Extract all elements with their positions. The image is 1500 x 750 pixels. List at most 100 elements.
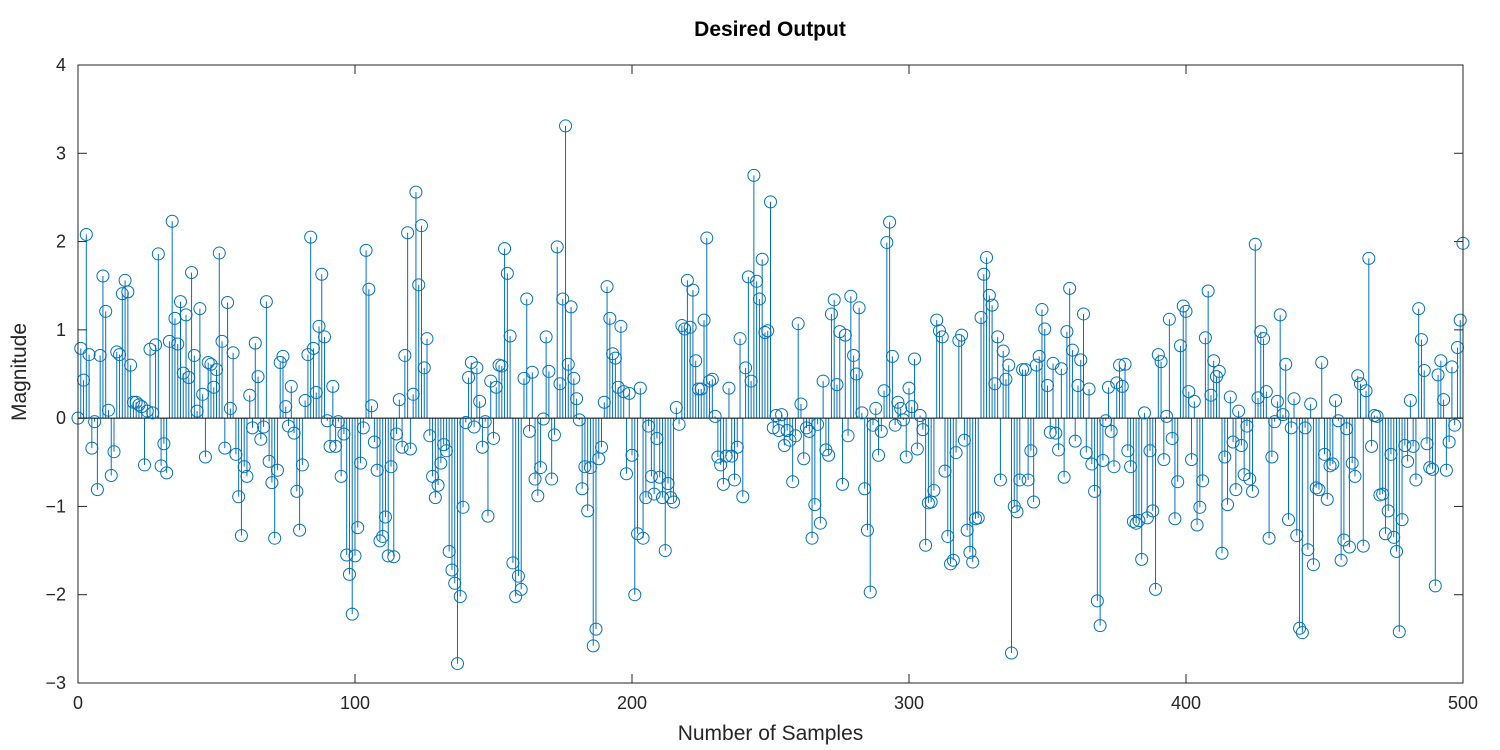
- stem-marker: [883, 215, 897, 229]
- stem-marker: [121, 285, 135, 299]
- y-tick-label: 0: [56, 408, 66, 428]
- stem-marker: [672, 417, 686, 431]
- stem-marker: [273, 356, 287, 370]
- stem-marker: [739, 361, 753, 375]
- stem-marker: [525, 365, 539, 379]
- stem-marker: [359, 243, 373, 257]
- stem-marker: [697, 313, 711, 327]
- stem-marker: [356, 421, 370, 435]
- stem-marker: [248, 336, 262, 350]
- stem-marker: [614, 319, 628, 333]
- y-tick-label: 2: [56, 232, 66, 252]
- stem-marker: [1221, 498, 1235, 512]
- stem-marker: [1306, 558, 1320, 572]
- stem-marker: [932, 324, 946, 338]
- stem-marker: [946, 553, 960, 567]
- stem-marker: [99, 304, 113, 318]
- stem-marker: [689, 354, 703, 368]
- stem-marker: [1088, 484, 1102, 498]
- stem-marker: [653, 470, 667, 484]
- stem-marker: [173, 295, 187, 309]
- stem-marker: [115, 287, 129, 301]
- stem-marker: [999, 372, 1013, 386]
- stem-marker: [113, 348, 127, 362]
- stem-marker: [229, 447, 243, 461]
- stem-marker: [96, 269, 110, 283]
- stem-marker: [104, 469, 118, 483]
- stem-marker: [198, 450, 212, 464]
- stem-marker: [1223, 390, 1237, 404]
- stem-marker: [196, 387, 210, 401]
- stem-marker: [658, 544, 672, 558]
- x-tick-label: 500: [1448, 693, 1478, 713]
- stem-marker: [149, 338, 163, 352]
- stem-marker: [844, 289, 858, 303]
- stem-marker: [1090, 594, 1104, 608]
- stem-marker: [553, 377, 567, 391]
- stem-marker: [617, 385, 631, 399]
- stem-marker: [985, 298, 999, 312]
- stem-marker: [445, 563, 459, 577]
- stem-marker: [1348, 469, 1362, 483]
- stem-marker: [215, 334, 229, 348]
- x-tick-label: 300: [894, 693, 924, 713]
- stem-marker: [1304, 397, 1318, 411]
- stem-marker: [1290, 529, 1304, 543]
- stem-marker: [1049, 426, 1063, 440]
- stem-marker: [528, 472, 542, 486]
- stem-marker: [90, 483, 104, 497]
- stem-marker: [431, 478, 445, 492]
- stem-marker: [991, 330, 1005, 344]
- stem-marker: [1243, 472, 1257, 486]
- stem-marker: [866, 418, 880, 432]
- stem-marker: [636, 531, 650, 545]
- stem-marker: [1401, 454, 1415, 468]
- stem-marker: [1182, 385, 1196, 399]
- stem-marker: [428, 491, 442, 505]
- stem-marker: [243, 388, 257, 402]
- stem-marker: [869, 401, 883, 415]
- stem-marker: [1417, 363, 1431, 377]
- stem-marker: [171, 337, 185, 351]
- stem-marker: [193, 302, 207, 316]
- stem-marker: [559, 119, 573, 133]
- stem-marker: [1160, 409, 1174, 423]
- stem-marker: [456, 500, 470, 514]
- stem-marker: [847, 348, 861, 362]
- stem-marker: [680, 273, 694, 287]
- stem-marker: [1121, 444, 1135, 458]
- stem-marker: [470, 361, 484, 375]
- stem-marker: [226, 346, 240, 360]
- stem-marker: [459, 416, 473, 430]
- stem-marker: [1301, 543, 1315, 557]
- stem-marker: [885, 349, 899, 363]
- stem-marker: [838, 328, 852, 342]
- stem-marker: [708, 409, 722, 423]
- stem-marker: [448, 576, 462, 590]
- stem-marker: [1281, 513, 1295, 527]
- stem-marker: [1032, 349, 1046, 363]
- stem-marker: [1038, 322, 1052, 336]
- stem-marker: [1074, 353, 1088, 367]
- stem-marker: [276, 349, 290, 363]
- stem-marker: [919, 538, 933, 552]
- stem-marker: [595, 440, 609, 454]
- stem-marker: [520, 292, 534, 306]
- stem-marker: [1029, 358, 1043, 372]
- stem-marker: [384, 460, 398, 474]
- stem-marker: [1420, 437, 1434, 451]
- stem-marker: [262, 454, 276, 468]
- stem-marker: [210, 363, 223, 377]
- stem-marker: [747, 168, 761, 182]
- stem-marker: [212, 246, 226, 260]
- stem-marker: [240, 469, 254, 483]
- stem-marker: [160, 466, 174, 480]
- stem-marker: [257, 420, 271, 434]
- stem-marker: [107, 445, 121, 459]
- stem-marker: [788, 429, 802, 443]
- stem-marker: [1229, 483, 1243, 497]
- stem-marker: [185, 265, 199, 279]
- stem-marker: [1218, 450, 1232, 464]
- stem-marker: [498, 242, 512, 256]
- stem-marker: [251, 370, 265, 384]
